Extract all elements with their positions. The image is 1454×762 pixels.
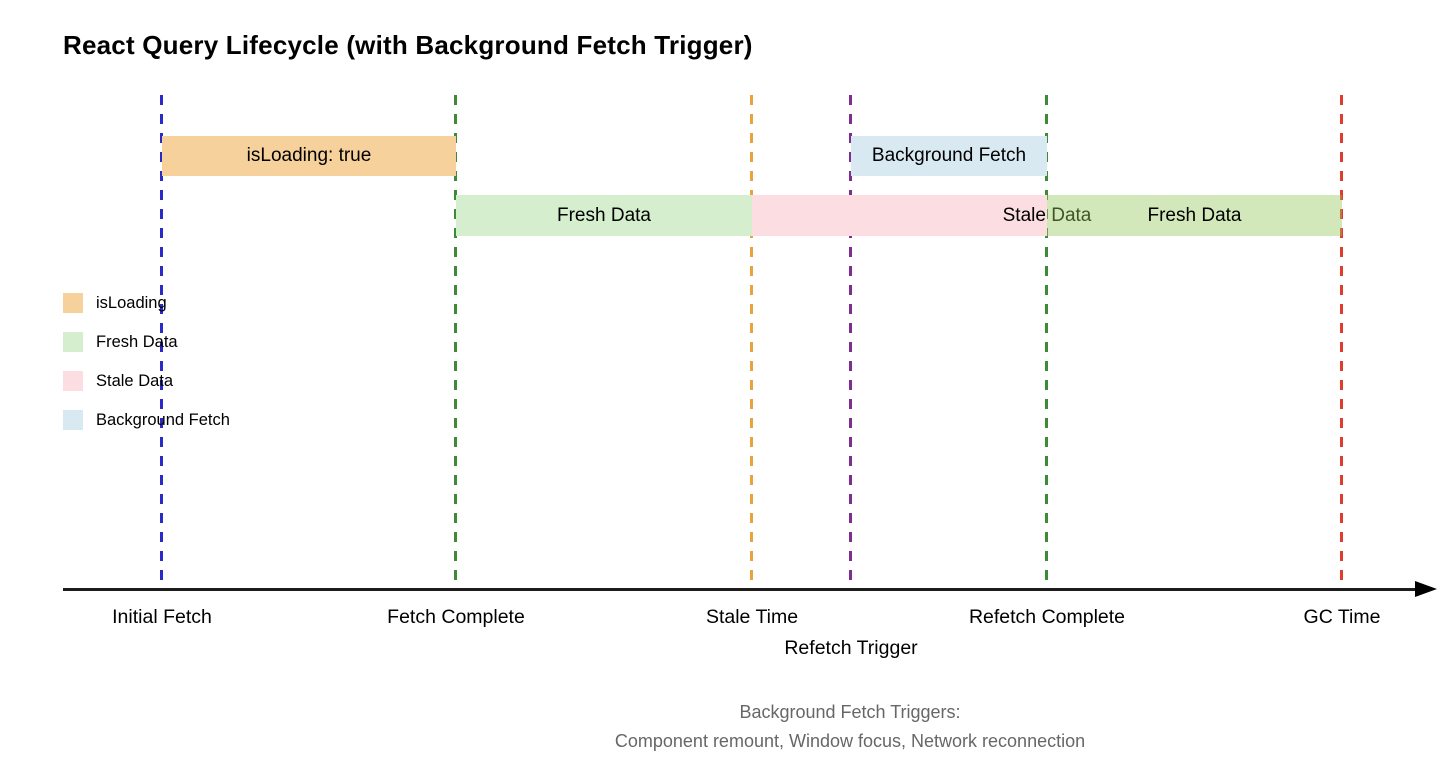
legend-swatch-fresh-data bbox=[63, 332, 83, 352]
bar-isloading: isLoading: true bbox=[162, 136, 456, 176]
bar-fresh-data-1: Fresh Data bbox=[456, 195, 752, 236]
legend-swatch-background-fetch bbox=[63, 410, 83, 430]
legend-label-isloading: isLoading bbox=[96, 293, 167, 312]
legend-item-stale-data: Stale Data bbox=[63, 371, 230, 391]
milestone-line-stale-time bbox=[750, 95, 753, 589]
footnote: Background Fetch Triggers: Component rem… bbox=[615, 698, 1085, 756]
x-axis-arrow-icon bbox=[1415, 581, 1437, 597]
tick-fetch-complete: Fetch Complete bbox=[387, 606, 525, 628]
milestone-line-fetch-complete bbox=[454, 95, 457, 589]
bar-stale-data-label: Stale Data bbox=[1002, 204, 1092, 226]
bar-background-fetch-label: Background Fetch bbox=[871, 145, 1027, 166]
bar-fresh-data-2-label: Fresh Data bbox=[1147, 204, 1242, 226]
legend-item-isloading: isLoading bbox=[63, 293, 230, 313]
tick-refetch-complete: Refetch Complete bbox=[968, 606, 1126, 628]
bar-stale-data: Stale Data bbox=[752, 195, 1091, 236]
milestone-line-refetch-complete bbox=[1045, 95, 1048, 589]
legend-swatch-stale-data bbox=[63, 371, 83, 391]
legend-label-background-fetch: Background Fetch bbox=[96, 410, 230, 429]
tick-gc-time: GC Time bbox=[1303, 606, 1381, 628]
chart-title: React Query Lifecycle (with Background F… bbox=[63, 30, 753, 60]
legend: isLoading Fresh Data Stale Data Backgrou… bbox=[63, 293, 230, 449]
legend-label-fresh-data: Fresh Data bbox=[96, 332, 178, 351]
tick-refetch-trigger: Refetch Trigger bbox=[784, 637, 918, 659]
legend-item-fresh-data: Fresh Data bbox=[63, 332, 230, 352]
bar-fresh-data-1-label: Fresh Data bbox=[557, 204, 651, 226]
tick-initial-fetch: Initial Fetch bbox=[112, 606, 212, 628]
footnote-line2: Component remount, Window focus, Network… bbox=[614, 731, 1086, 751]
bar-isloading-label: isLoading: true bbox=[246, 145, 372, 166]
legend-label-stale-data: Stale Data bbox=[96, 371, 174, 390]
x-axis-line bbox=[63, 588, 1417, 591]
tick-stale-time: Stale Time bbox=[705, 606, 799, 628]
bar-background-fetch: Background Fetch bbox=[851, 136, 1047, 176]
milestone-line-gc-time bbox=[1340, 95, 1343, 589]
milestone-line-refetch-trigger bbox=[849, 95, 852, 589]
legend-item-background-fetch: Background Fetch bbox=[63, 410, 230, 430]
footnote-line1: Background Fetch Triggers: bbox=[739, 702, 961, 722]
milestone-line-initial-fetch bbox=[160, 95, 163, 589]
legend-swatch-isloading bbox=[63, 293, 83, 313]
bar-fresh-data-2: Fresh Data bbox=[1047, 195, 1342, 236]
